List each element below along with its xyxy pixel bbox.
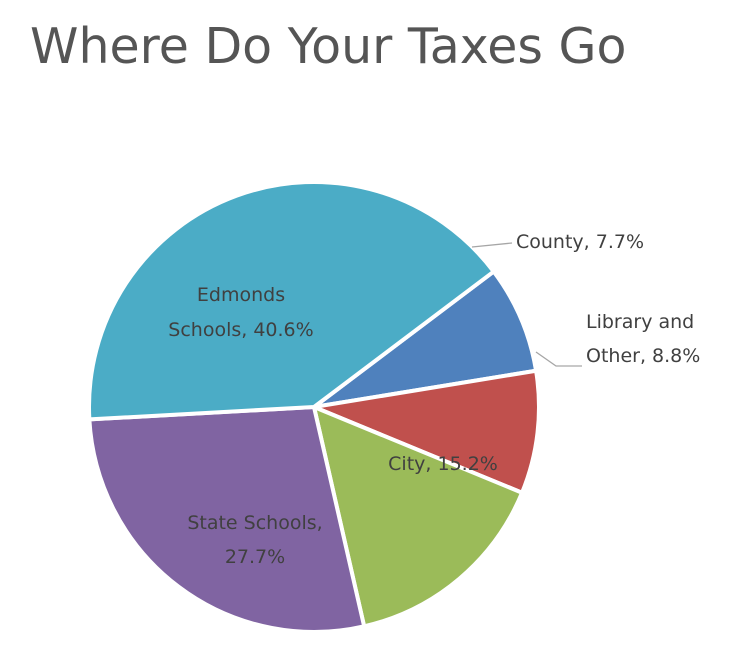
data-label-edmonds-schools: Schools, 40.6% xyxy=(168,319,313,341)
pie-slice-state-schools xyxy=(87,405,367,634)
data-label-library-and-other: Other, 8.8% xyxy=(586,345,700,367)
data-label-state-schools: State Schools, xyxy=(187,512,322,534)
chart-title: Where Do Your Taxes Go xyxy=(30,18,627,75)
pie-slice-library-and-other xyxy=(312,368,541,495)
pie-slice-county xyxy=(312,269,539,409)
pie-slice-edmonds-schools xyxy=(86,180,496,422)
pie-slice-city xyxy=(312,405,525,629)
data-label-library-and-other: Library and xyxy=(586,311,694,333)
data-label-edmonds-schools: Edmonds xyxy=(197,284,285,306)
data-label-state-schools: 27.7% xyxy=(225,546,285,568)
data-label-county: County, 7.7% xyxy=(516,231,644,253)
data-label-city: City, 15.2% xyxy=(388,453,498,475)
leader-line-library-and-other xyxy=(535,351,582,367)
leader-line-county xyxy=(471,242,513,248)
